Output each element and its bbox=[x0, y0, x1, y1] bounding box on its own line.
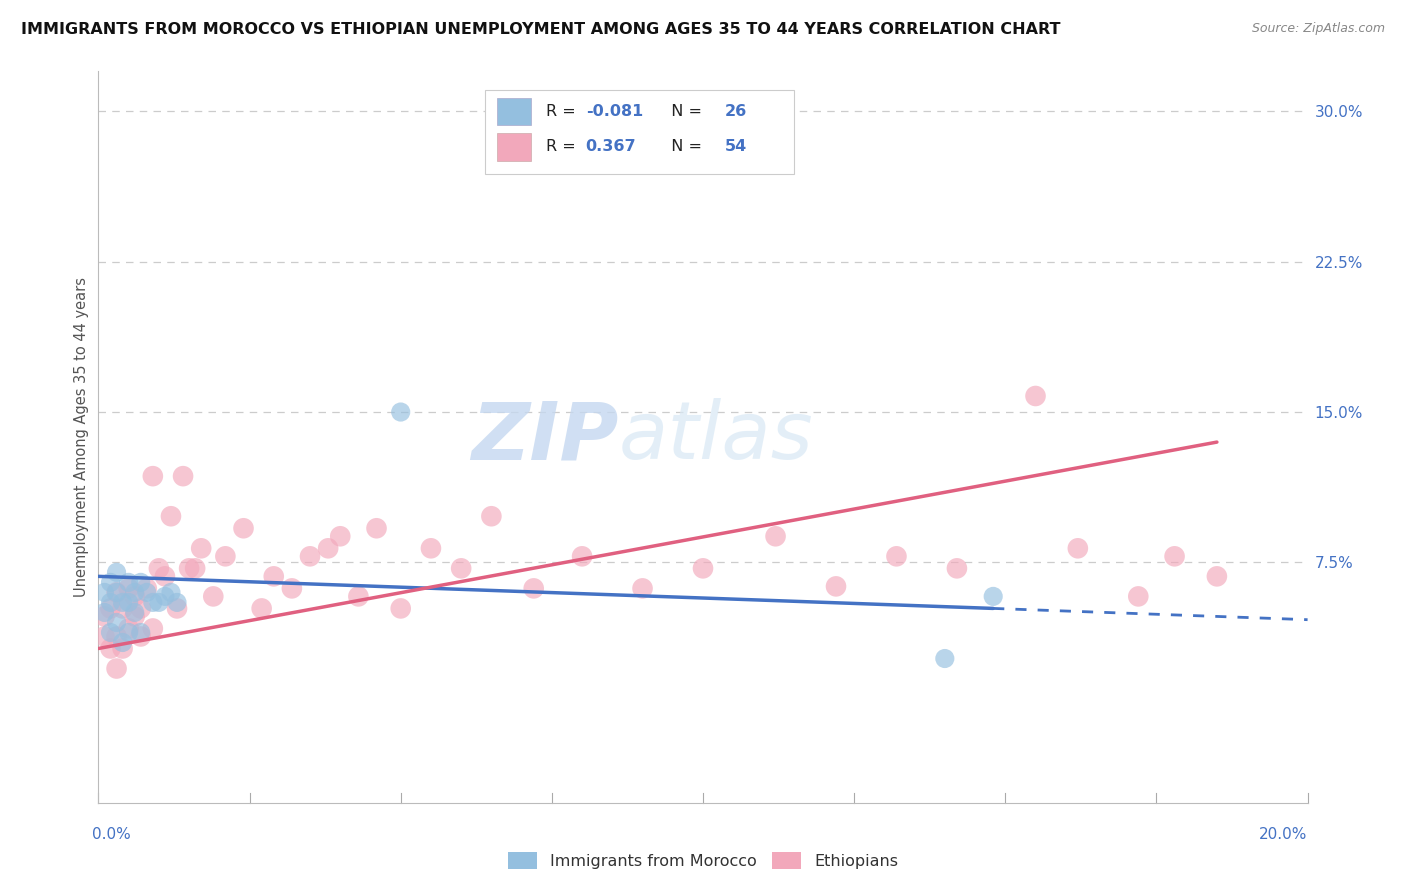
Bar bbox=[498, 98, 531, 126]
Text: N =: N = bbox=[661, 139, 707, 154]
Point bbox=[481, 509, 503, 524]
Text: 0.367: 0.367 bbox=[586, 139, 637, 154]
Text: 26: 26 bbox=[724, 104, 747, 120]
Point bbox=[93, 630, 115, 644]
Point bbox=[129, 630, 152, 644]
Point bbox=[129, 575, 152, 590]
Point bbox=[263, 569, 285, 583]
Point bbox=[153, 590, 176, 604]
Point bbox=[111, 635, 134, 649]
Text: atlas: atlas bbox=[619, 398, 813, 476]
Point bbox=[105, 630, 128, 644]
Text: Source: ZipAtlas.com: Source: ZipAtlas.com bbox=[1251, 22, 1385, 36]
Point bbox=[250, 601, 273, 615]
Point bbox=[105, 566, 128, 580]
Point bbox=[100, 641, 122, 656]
Point bbox=[981, 590, 1004, 604]
Point bbox=[160, 509, 183, 524]
Point bbox=[166, 595, 188, 609]
Point bbox=[118, 595, 141, 609]
Point bbox=[389, 601, 412, 615]
Point bbox=[450, 561, 472, 575]
Point bbox=[214, 549, 236, 564]
Text: 54: 54 bbox=[724, 139, 747, 154]
Point bbox=[100, 625, 122, 640]
Point bbox=[142, 469, 165, 483]
Point bbox=[135, 585, 157, 599]
Point bbox=[765, 529, 787, 543]
Point bbox=[523, 582, 546, 596]
Point bbox=[129, 625, 152, 640]
Point bbox=[934, 651, 956, 665]
Point bbox=[160, 585, 183, 599]
Point bbox=[93, 606, 115, 620]
Point bbox=[148, 595, 170, 609]
Point bbox=[1206, 569, 1229, 583]
Point bbox=[111, 595, 134, 609]
Point bbox=[692, 561, 714, 575]
Point bbox=[124, 609, 146, 624]
Point bbox=[389, 405, 412, 419]
Point bbox=[118, 622, 141, 636]
Point bbox=[118, 582, 141, 596]
Text: R =: R = bbox=[546, 139, 581, 154]
Text: -0.081: -0.081 bbox=[586, 104, 643, 120]
Point bbox=[105, 661, 128, 675]
Point bbox=[148, 561, 170, 575]
Point bbox=[142, 622, 165, 636]
Point bbox=[93, 609, 115, 624]
Bar bbox=[498, 133, 531, 161]
Point bbox=[299, 549, 322, 564]
Point bbox=[1163, 549, 1185, 564]
Point bbox=[142, 595, 165, 609]
Point bbox=[100, 595, 122, 609]
Legend: Immigrants from Morocco, Ethiopians: Immigrants from Morocco, Ethiopians bbox=[502, 846, 904, 875]
Point bbox=[105, 585, 128, 599]
Point bbox=[100, 575, 122, 590]
Point bbox=[172, 469, 194, 483]
Point bbox=[232, 521, 254, 535]
Text: IMMIGRANTS FROM MOROCCO VS ETHIOPIAN UNEMPLOYMENT AMONG AGES 35 TO 44 YEARS CORR: IMMIGRANTS FROM MOROCCO VS ETHIOPIAN UNE… bbox=[21, 22, 1060, 37]
Point bbox=[93, 585, 115, 599]
Point bbox=[571, 549, 593, 564]
Point bbox=[166, 601, 188, 615]
Text: ZIP: ZIP bbox=[471, 398, 619, 476]
Text: R =: R = bbox=[546, 104, 581, 120]
Point bbox=[135, 582, 157, 596]
Point bbox=[1067, 541, 1090, 556]
Point bbox=[631, 582, 654, 596]
Point bbox=[281, 582, 304, 596]
Point bbox=[111, 601, 134, 615]
Point bbox=[124, 585, 146, 599]
Point bbox=[1128, 590, 1150, 604]
Point bbox=[886, 549, 908, 564]
Point bbox=[105, 585, 128, 599]
Point bbox=[118, 625, 141, 640]
Point bbox=[316, 541, 339, 556]
Point bbox=[190, 541, 212, 556]
Point bbox=[1024, 389, 1046, 403]
Point bbox=[124, 590, 146, 604]
Point bbox=[118, 575, 141, 590]
Text: N =: N = bbox=[661, 104, 707, 120]
Point bbox=[347, 590, 370, 604]
Point bbox=[825, 579, 848, 593]
Point bbox=[202, 590, 225, 604]
Point bbox=[100, 601, 122, 615]
Point bbox=[153, 569, 176, 583]
Text: 0.0%: 0.0% bbox=[93, 827, 131, 842]
Point bbox=[366, 521, 388, 535]
Point bbox=[946, 561, 969, 575]
Text: 20.0%: 20.0% bbox=[1260, 827, 1308, 842]
Y-axis label: Unemployment Among Ages 35 to 44 years: Unemployment Among Ages 35 to 44 years bbox=[75, 277, 89, 597]
Point bbox=[105, 615, 128, 630]
Point bbox=[420, 541, 443, 556]
Point bbox=[129, 601, 152, 615]
Point bbox=[184, 561, 207, 575]
Point bbox=[111, 641, 134, 656]
FancyBboxPatch shape bbox=[485, 90, 793, 174]
Point bbox=[329, 529, 352, 543]
Point bbox=[179, 561, 201, 575]
Point bbox=[124, 606, 146, 620]
